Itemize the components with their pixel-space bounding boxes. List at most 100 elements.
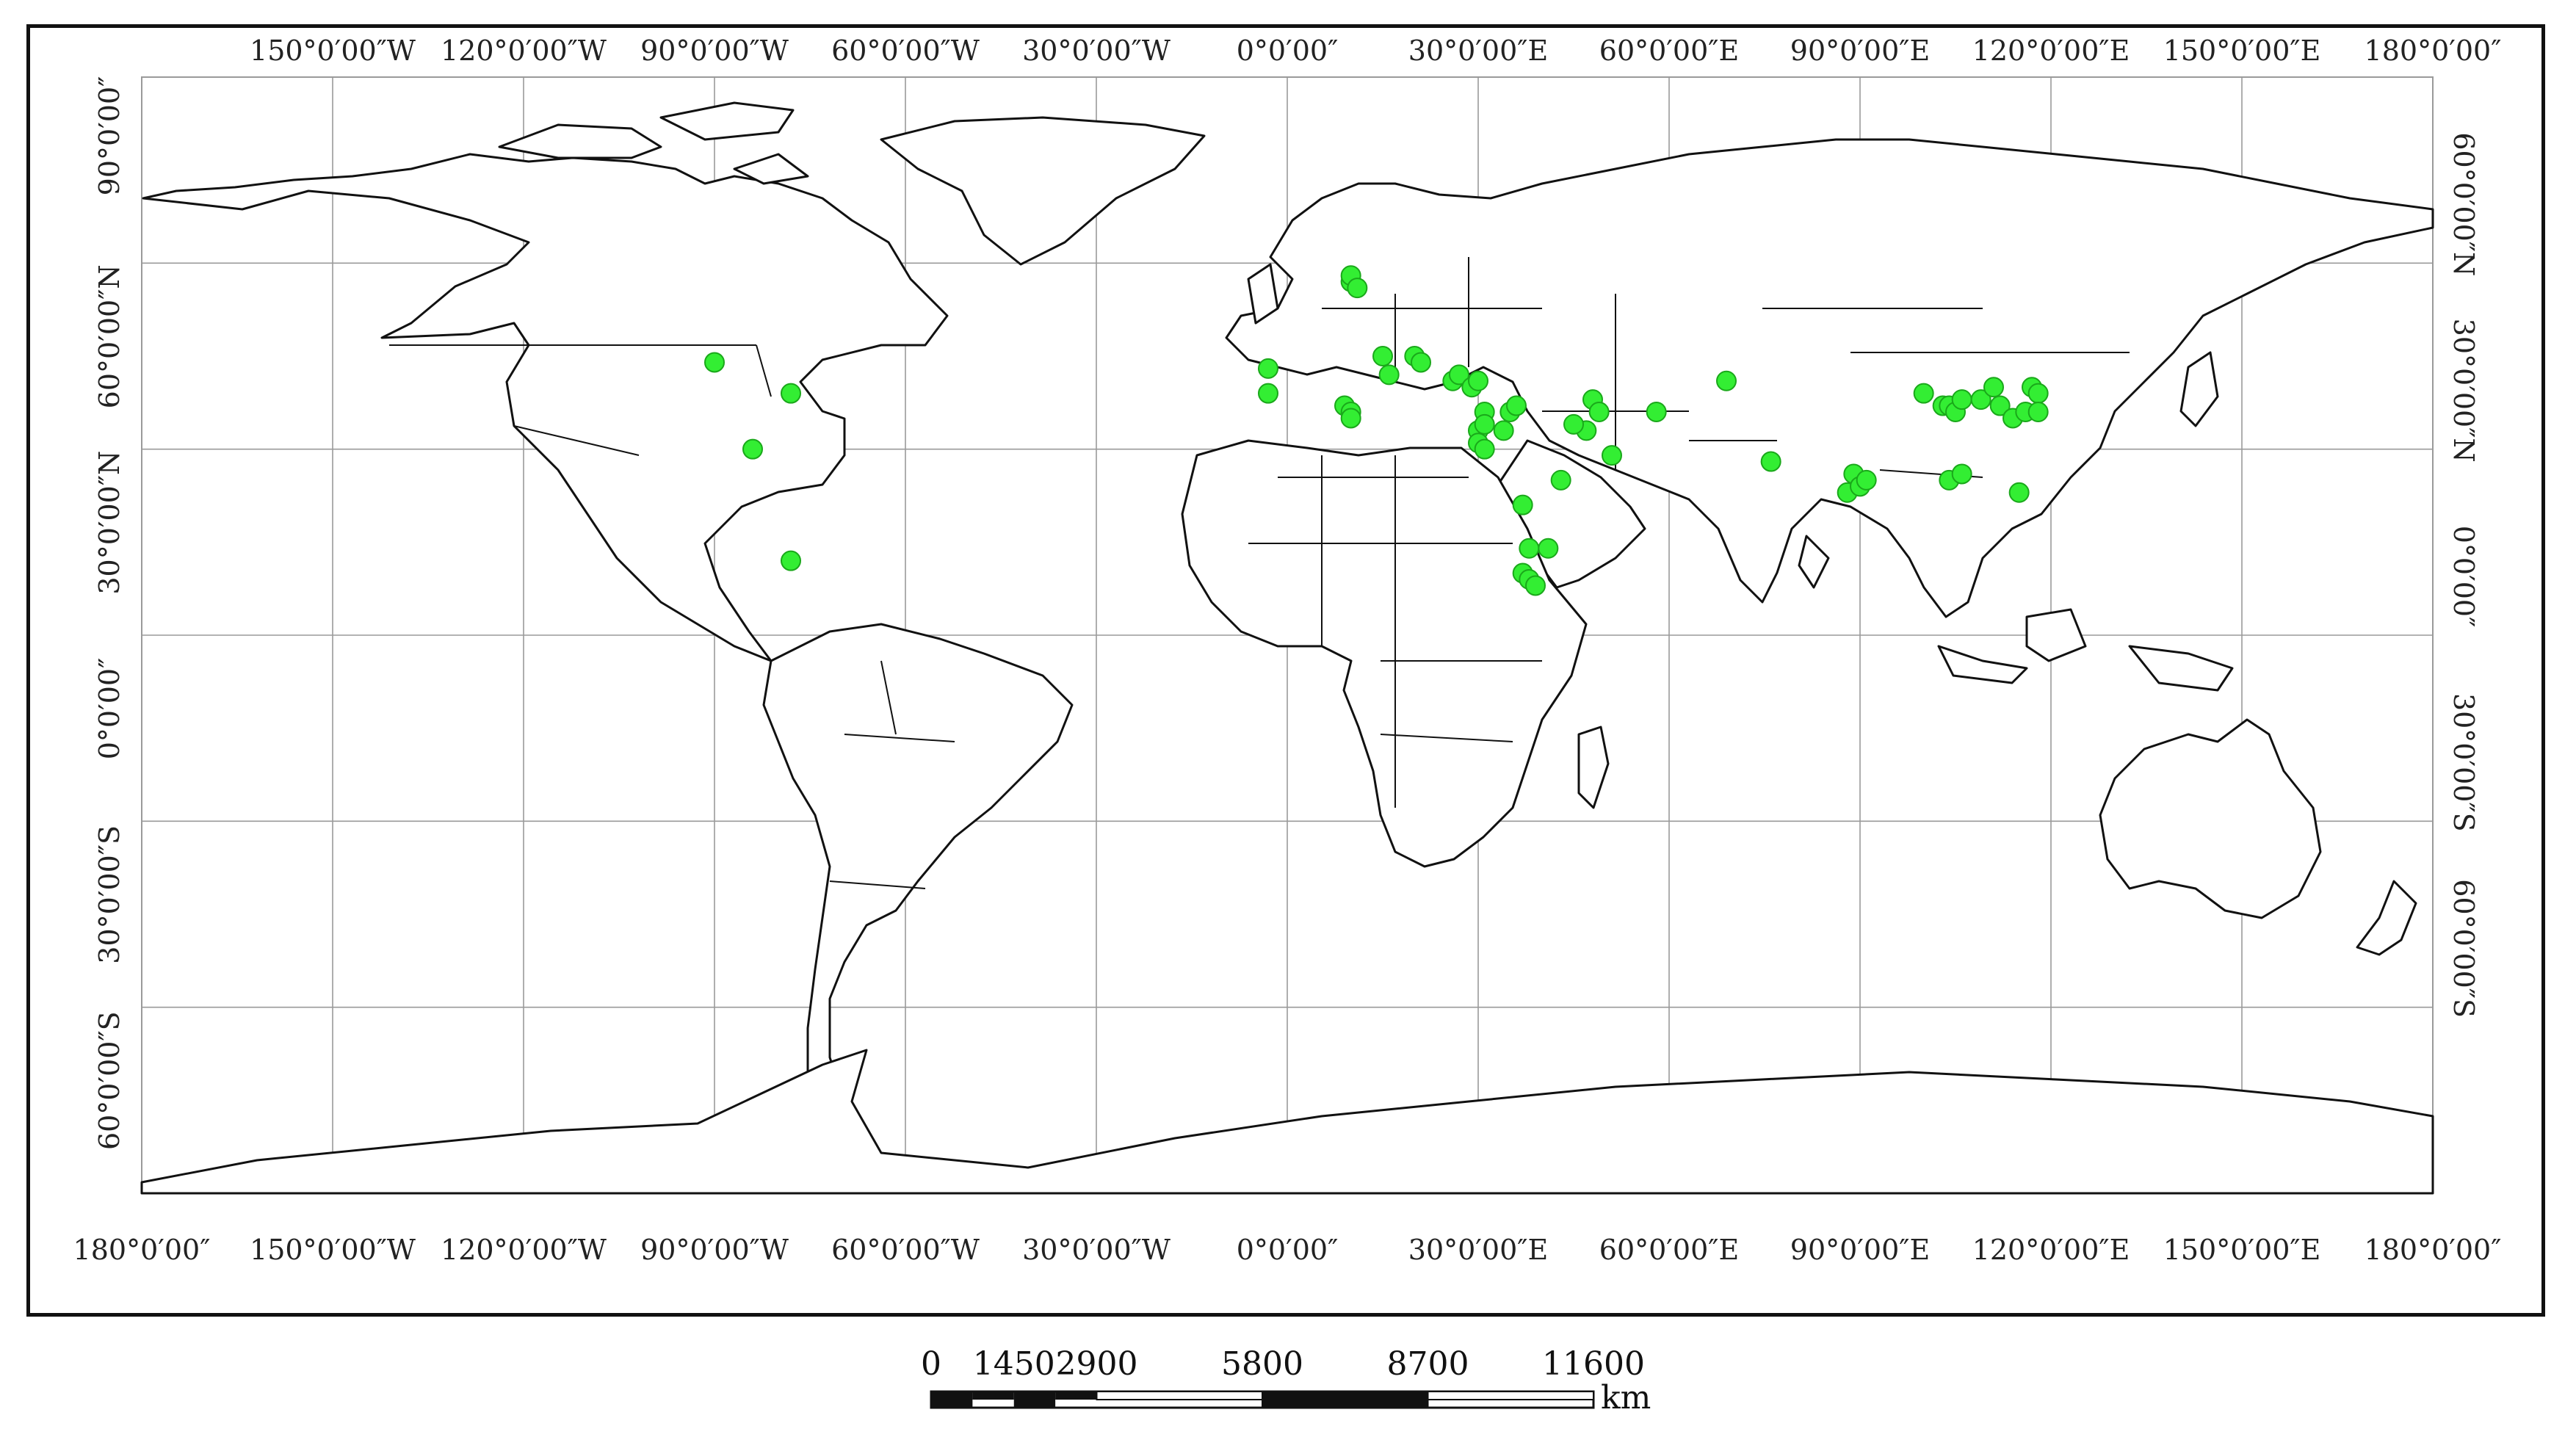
landmass-africa [1181,439,1588,868]
sample-site-point [2008,482,2030,503]
sample-site-point [1951,463,1972,485]
sample-site-point [1760,451,1781,472]
bottom-longitude-label: 0°0′00″ [1237,1234,1339,1266]
country-borders [389,257,2130,889]
sample-site-point [1856,469,1877,491]
bottom-longitude-label: 180°0′00″ [73,1234,211,1266]
sample-site-point [2027,383,2049,404]
scale-bar-label: 5800 [1221,1345,1303,1383]
bottom-longitude-label: 150°0′00″E [2163,1234,2321,1266]
top-longitude-label: 60°0′00″W [831,35,980,67]
border-lines [389,257,2130,889]
top-longitude-label: 30°0′00″E [1408,35,1548,67]
sample-site-point [1411,352,1431,373]
right-latitude-label: 30°0′00″S [2447,693,2480,832]
sample-site-point [1538,538,1559,559]
sample-site-point [1550,469,1571,491]
landmass-australia [2099,718,2322,919]
bottom-longitude-label: 30°0′00″E [1408,1234,1548,1266]
scale-bar-label: 2900 [1056,1345,1138,1383]
landmass-arctic-islands [498,101,809,185]
sample-site-point [1525,575,1546,596]
right-latitude-label: 60°0′00″N [2447,132,2480,276]
landmass-maritime-asia [1798,535,2234,692]
left-latitude-label: 90°0′00″ [93,76,126,196]
top-longitude-label: 150°0′00″W [250,35,416,67]
sample-site-point [2027,402,2049,422]
scale-bar-label: 11600 [1542,1345,1645,1383]
scale-bar-segment [1055,1392,1097,1400]
landmass-madagascar [1577,726,1610,809]
scale-bar-segment [931,1392,973,1408]
sample-site-point [1474,438,1495,460]
scale-bar-segment [1427,1391,1594,1400]
sample-site-point [1372,346,1393,366]
bottom-longitude-label: 60°0′00″W [831,1234,980,1266]
graticule-labels: 150°0′00″W 120°0′00″W 90°0′00″W 60°0′00″W 30… [73,35,2502,1266]
sample-site-point [1951,389,1972,410]
landmass-north-america [142,153,949,662]
left-latitude-label: 60°0′00″S [93,1011,126,1150]
landmasses [140,101,2434,1195]
sample-site-point [1468,370,1488,391]
bottom-longitude-label: 60°0′00″E [1599,1234,1739,1266]
scale-bar-segment [972,1392,1014,1400]
sample-site-point [1519,538,1540,559]
top-longitude-label: 150°0′00″E [2163,35,2321,67]
top-longitude-label: 180°0′00″ [2365,35,2502,67]
sample-site-point [1602,445,1622,466]
sample-site-point [1983,377,2004,398]
scale-bar-segment [1262,1391,1429,1408]
sample-site-point [1378,364,1400,386]
landmass-new-zealand [2356,880,2417,956]
sample-site-point [1506,395,1527,416]
sample-site-point [1989,395,2011,416]
landmass-antarctica [140,1049,2434,1195]
scale-bar-label: 0 [921,1345,941,1383]
top-longitude-label: 0°0′00″ [1237,35,1339,67]
map-frame [26,24,2545,1317]
left-latitude-label: 0°0′00″ [93,658,126,760]
sample-site-point [1970,389,1991,410]
top-longitude-label: 120°0′00″E [1972,35,2130,67]
right-latitude-label: 0°0′00″ [2447,526,2480,628]
sample-site-point [1512,494,1533,515]
left-latitude-label: 30°0′00″S [93,825,126,964]
sample-site-point [1563,413,1584,435]
scale-bar-segment [1013,1392,1056,1408]
bottom-longitude-label: 90°0′00″E [1790,1234,1930,1266]
sample-site-point [1716,370,1737,391]
scale-bar-label: 8700 [1387,1345,1469,1383]
bottom-longitude-label: 120°0′00″W [441,1234,607,1266]
top-longitude-label: 60°0′00″E [1599,35,1739,67]
bottom-longitude-label: 90°0′00″W [640,1234,789,1266]
sample-sites [704,265,2049,596]
bottom-longitude-label: 180°0′00″ [2365,1234,2502,1266]
top-longitude-label: 30°0′00″W [1022,35,1171,67]
sample-site-point [1646,402,1667,422]
sample-site-point [1493,420,1514,441]
sample-site-point [781,550,801,571]
sample-site-point [1913,383,1934,404]
landmass-small-islands [1247,263,2219,427]
sample-site-point [1474,413,1495,435]
bottom-longitude-label: 30°0′00″W [1022,1234,1171,1266]
sample-site-point [1258,358,1278,379]
top-longitude-label: 90°0′00″W [640,35,789,67]
sample-site-point [781,383,801,404]
sample-site-point [742,438,763,460]
scale-bar-label: 1450 [973,1345,1055,1383]
landmass-south-america [762,623,1074,1147]
sample-site-point [1449,364,1469,386]
right-latitude-label: 30°0′00″N [2447,319,2480,463]
sample-site-point [1588,402,1610,422]
left-latitude-label: 60°0′00″N [93,264,126,408]
scale-bar-unit: km [1601,1379,1651,1417]
bottom-longitude-label: 120°0′00″E [1972,1234,2130,1266]
sample-site-point [704,352,725,373]
top-longitude-label: 90°0′00″E [1790,35,1930,67]
left-latitude-label: 30°0′00″N [93,451,126,595]
